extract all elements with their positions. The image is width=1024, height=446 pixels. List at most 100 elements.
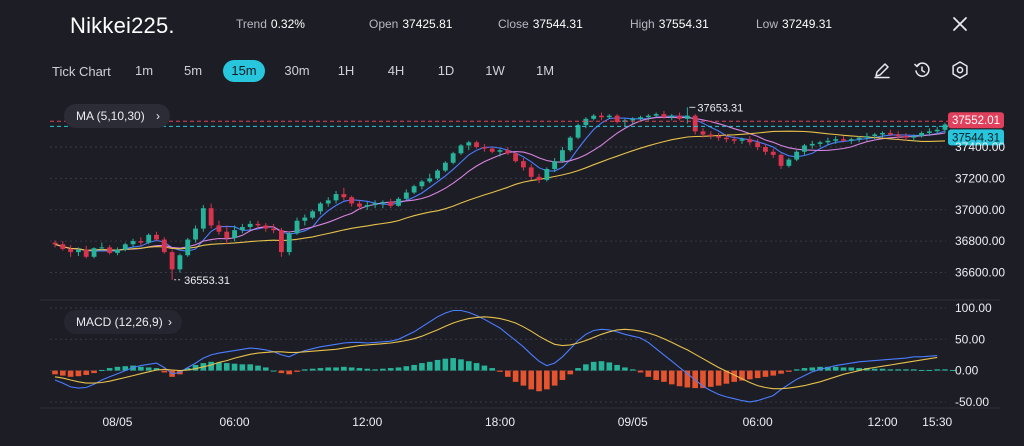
- ma10-line: [54, 116, 946, 251]
- macd-histogram-bar: [910, 369, 917, 371]
- candle-body: [83, 249, 89, 257]
- macd-histogram-bar: [395, 367, 402, 371]
- candle-body: [919, 132, 924, 137]
- ma30-line: [54, 130, 946, 251]
- time-axis: 08/05 06:00 12:00 18:00 09/05 06:00 12:00 15:30: [102, 415, 952, 429]
- timeframe-15m[interactable]: 15m: [223, 60, 265, 82]
- candle-body: [934, 129, 940, 132]
- candle-body: [700, 131, 706, 135]
- macd-histogram-bar: [356, 368, 363, 371]
- macd-histogram-bar: [465, 361, 472, 371]
- candle-body: [926, 131, 932, 133]
- macd-tick-label: 0.00: [955, 364, 979, 378]
- candle-body: [239, 227, 245, 231]
- macd-histogram-bar: [239, 364, 246, 371]
- timeframe-1w[interactable]: 1W: [485, 63, 505, 78]
- candle-body: [318, 203, 323, 212]
- macd-histogram-bar: [52, 370, 58, 375]
- macd-axis: 100.00 50.00 0.00 -50.00: [955, 301, 992, 409]
- candle-body: [692, 115, 698, 132]
- candle-body: [450, 153, 456, 163]
- timeframe-5m[interactable]: 5m: [183, 63, 203, 78]
- high-value: 37554.31: [658, 17, 709, 31]
- macd-histogram-bar: [247, 364, 253, 371]
- candle-body: [575, 125, 581, 138]
- ma-indicator-button[interactable]: MA (5,10,30) ›: [64, 104, 171, 128]
- settings-icon: [952, 61, 968, 79]
- candle-body: [841, 139, 846, 141]
- candle-body: [481, 147, 487, 149]
- close-button[interactable]: [948, 12, 972, 36]
- timeframe-4h[interactable]: 4H: [387, 63, 405, 78]
- macd-histogram-bar: [122, 366, 129, 371]
- price-tick-label: 37000.00: [955, 203, 1005, 217]
- macd-histogram-bar: [551, 370, 558, 386]
- time-tick-label: 15:30: [922, 415, 952, 429]
- candle-body: [606, 115, 612, 118]
- macd-histogram-bar: [145, 367, 152, 371]
- last-price-badge-text: 37544.31: [952, 132, 1000, 144]
- candle-body: [786, 159, 792, 166]
- macd-histogram-bar: [481, 365, 488, 371]
- macd-histogram-bar: [754, 370, 761, 379]
- candle-body: [302, 217, 308, 221]
- draw-tool-button[interactable]: [872, 60, 892, 80]
- candle-body: [466, 142, 472, 146]
- macd-histogram-bar: [723, 370, 730, 384]
- macd-histogram-bar: [512, 370, 519, 382]
- macd-histogram-bar: [161, 370, 168, 373]
- candle-body: [716, 136, 722, 138]
- macd-histogram-bar: [364, 368, 371, 371]
- chevron-right-icon: ›: [168, 315, 173, 329]
- candle-body: [91, 248, 97, 257]
- candle-body: [614, 115, 620, 122]
- candle-body: [200, 208, 206, 229]
- macd-histogram-bar: [536, 370, 542, 392]
- settings-button[interactable]: [950, 60, 970, 80]
- timeframe-1h[interactable]: 1H: [337, 63, 355, 78]
- timeframe-30m[interactable]: 30m: [284, 63, 310, 78]
- macd-histogram-bar: [450, 358, 456, 371]
- macd-histogram-bar: [707, 370, 714, 387]
- macd-histogram-bar: [387, 368, 394, 371]
- macd-histogram-bar: [731, 370, 738, 382]
- macd-histogram-bar: [762, 370, 769, 377]
- macd-histogram-bar: [747, 370, 753, 380]
- macd-histogram-bar: [645, 370, 652, 377]
- candle-body: [474, 142, 479, 148]
- candle-body: [107, 247, 113, 253]
- macd-histogram-bar: [286, 370, 293, 375]
- high-price-badge-text: 37552.01: [952, 115, 1000, 127]
- candle-body: [489, 148, 495, 152]
- macd-histogram-bar: [918, 369, 925, 371]
- candle-body: [458, 145, 464, 154]
- close-label: Close: [498, 17, 529, 31]
- price-tick-label: 36600.00: [955, 265, 1005, 279]
- candle-body: [68, 248, 74, 253]
- macd-histogram-bar: [637, 370, 644, 373]
- macd-histogram-bar: [419, 363, 425, 371]
- candle-body: [372, 203, 378, 206]
- macd-histogram-bar: [372, 369, 378, 371]
- candle-body: [770, 151, 776, 155]
- macd-indicator-button[interactable]: MACD (12,26,9) ›: [64, 310, 183, 334]
- macd-histogram-bar: [138, 366, 144, 371]
- macd-panel: [52, 309, 956, 403]
- candle-body: [130, 241, 136, 245]
- macd-histogram-bar: [278, 370, 285, 374]
- candle-body: [169, 252, 175, 270]
- macd-histogram-bar: [333, 367, 339, 371]
- replay-button[interactable]: [912, 60, 932, 80]
- timeframe-1mo[interactable]: 1M: [535, 63, 555, 78]
- candle-body: [60, 244, 66, 249]
- macd-histogram-bar: [99, 369, 105, 371]
- macd-histogram-bar: [575, 368, 581, 371]
- tick-chart-label: Tick Chart: [52, 64, 111, 79]
- macd-histogram-bar: [325, 367, 332, 371]
- chart-header: Nikkei225. Trend 0.32% Open 37425.81 Close…: [0, 0, 1024, 50]
- candle-body: [833, 139, 839, 141]
- timeframe-1m[interactable]: 1m: [134, 63, 154, 78]
- timeframe-1d[interactable]: 1D: [437, 63, 455, 78]
- close-value: 37544.31: [532, 17, 583, 31]
